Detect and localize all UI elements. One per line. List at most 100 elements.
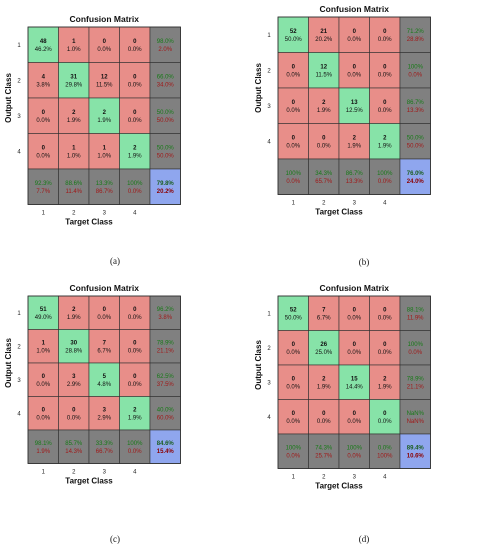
- matrix-cell: [27, 97, 59, 134]
- column-summary-error: 0.0%: [128, 449, 142, 455]
- cell-percent: 20.2%: [315, 37, 333, 43]
- cell-count: 0: [383, 64, 387, 70]
- cell-percent: 14.4%: [346, 384, 364, 390]
- column-summary-correct: 86.7%: [346, 171, 364, 177]
- column-summary-correct: 88.6%: [65, 181, 83, 187]
- row-summary-correct: 88.1%: [407, 307, 425, 313]
- matrix-cell: [58, 396, 90, 431]
- cell-count: 0: [133, 374, 137, 380]
- x-tick-label: 4: [383, 475, 387, 481]
- matrix-cell: [338, 87, 370, 124]
- cell-count: 3: [103, 407, 107, 413]
- matrix-cell: [119, 97, 151, 134]
- cell-count: 21: [320, 29, 327, 35]
- row-summary-error: 11.9%: [407, 315, 424, 321]
- overall-accuracy: 89.4%: [407, 445, 425, 451]
- chart-title: Confusion Matrix: [70, 14, 140, 24]
- x-tick-label: 2: [322, 201, 326, 207]
- column-summary-cell: [119, 429, 151, 464]
- row-summary-correct: 78.9%: [157, 340, 175, 346]
- column-summary-error: 13.3%: [346, 179, 364, 185]
- column-summary-error: 0.0%: [378, 179, 392, 185]
- matrix-cell: [369, 364, 401, 400]
- y-axis-label: Output Class: [4, 338, 13, 388]
- y-tick-label: 4: [267, 415, 271, 421]
- cell-percent: 1.0%: [67, 153, 81, 159]
- cell-percent: 6.7%: [317, 315, 331, 321]
- cell-count: 0: [383, 29, 387, 35]
- cell-percent: 1.9%: [378, 143, 392, 149]
- cell-count: 0: [292, 64, 296, 70]
- overall-accuracy-cell: [399, 433, 431, 469]
- matrix-cell: [58, 362, 90, 397]
- cell-count: 2: [383, 135, 387, 141]
- cell-count: 2: [72, 307, 76, 313]
- x-tick-label: 4: [383, 201, 387, 207]
- matrix-cell: [58, 97, 90, 134]
- y-tick-label: 3: [17, 378, 21, 384]
- column-summary-cell: [88, 168, 120, 205]
- cell-count: 2: [322, 376, 326, 382]
- y-axis-label: Output Class: [4, 73, 13, 123]
- row-summary-cell: [149, 362, 181, 397]
- overall-error: 20.2%: [157, 189, 175, 195]
- cell-percent: 0.0%: [97, 315, 111, 321]
- cell-count: 0: [353, 307, 357, 313]
- matrix-cell: [88, 133, 120, 170]
- y-tick-label: 2: [267, 346, 271, 352]
- cell-percent: 1.0%: [97, 153, 111, 159]
- row-summary-error: 50.0%: [157, 153, 175, 159]
- row-summary-cell: [149, 295, 181, 330]
- matrix-cell: [369, 399, 401, 435]
- matrix-cell: [277, 16, 309, 53]
- x-tick-label: 1: [42, 211, 46, 217]
- cell-percent: 25.0%: [315, 350, 333, 356]
- cell-percent: 1.9%: [67, 118, 81, 124]
- column-summary-cell: [338, 433, 370, 469]
- row-summary-error: 28.8%: [407, 37, 425, 43]
- cell-percent: 1.9%: [347, 143, 361, 149]
- cell-count: 2: [322, 100, 326, 106]
- y-tick-label: 1: [267, 311, 271, 317]
- cell-count: 0: [322, 411, 326, 417]
- cell-percent: 2.9%: [67, 382, 81, 388]
- row-summary-correct: 50.0%: [157, 145, 175, 151]
- cell-percent: 1.9%: [128, 153, 142, 159]
- matrix-cell: [369, 52, 401, 89]
- overall-accuracy: 84.6%: [157, 441, 175, 447]
- cell-count: 0: [292, 376, 296, 382]
- chart-title: Confusion Matrix: [320, 283, 390, 293]
- cell-count: 2: [383, 376, 387, 382]
- cell-percent: 1.9%: [378, 384, 392, 390]
- cell-count: 31: [70, 74, 77, 80]
- column-summary-correct: 74.3%: [315, 445, 333, 451]
- cell-count: 2: [353, 135, 357, 141]
- column-summary-correct: 34.3%: [315, 171, 333, 177]
- cell-percent: 46.2%: [35, 47, 53, 53]
- cell-percent: 1.9%: [128, 415, 142, 421]
- row-summary-cell: [399, 399, 431, 435]
- matrix-cell: [338, 364, 370, 400]
- row-summary-cell: [399, 364, 431, 400]
- cell-percent: 29.8%: [65, 82, 83, 88]
- row-summary-correct: 50.0%: [407, 135, 425, 141]
- matrix-cell: [369, 123, 401, 160]
- chart-title: Confusion Matrix: [70, 283, 140, 293]
- cell-percent: 0.0%: [36, 382, 50, 388]
- column-summary-error: 0.0%: [347, 453, 361, 459]
- matrix-frame: [27, 26, 181, 205]
- matrix-frame: [277, 295, 431, 469]
- cell-percent: 0.0%: [128, 382, 142, 388]
- cell-percent: 0.0%: [286, 108, 300, 114]
- cell-count: 0: [103, 39, 107, 45]
- row-summary-error: 37.5%: [157, 382, 175, 388]
- matrix-frame: [277, 16, 431, 195]
- column-summary-correct: 100%: [347, 445, 363, 451]
- matrix-cell: [88, 362, 120, 397]
- row-summary-cell: [399, 330, 431, 366]
- row-summary-cell: [149, 97, 181, 134]
- matrix-cell: [119, 329, 151, 364]
- cell-percent: 0.0%: [378, 315, 392, 321]
- row-summary-correct: 100%: [408, 64, 424, 70]
- overall-error: 24.0%: [407, 179, 425, 185]
